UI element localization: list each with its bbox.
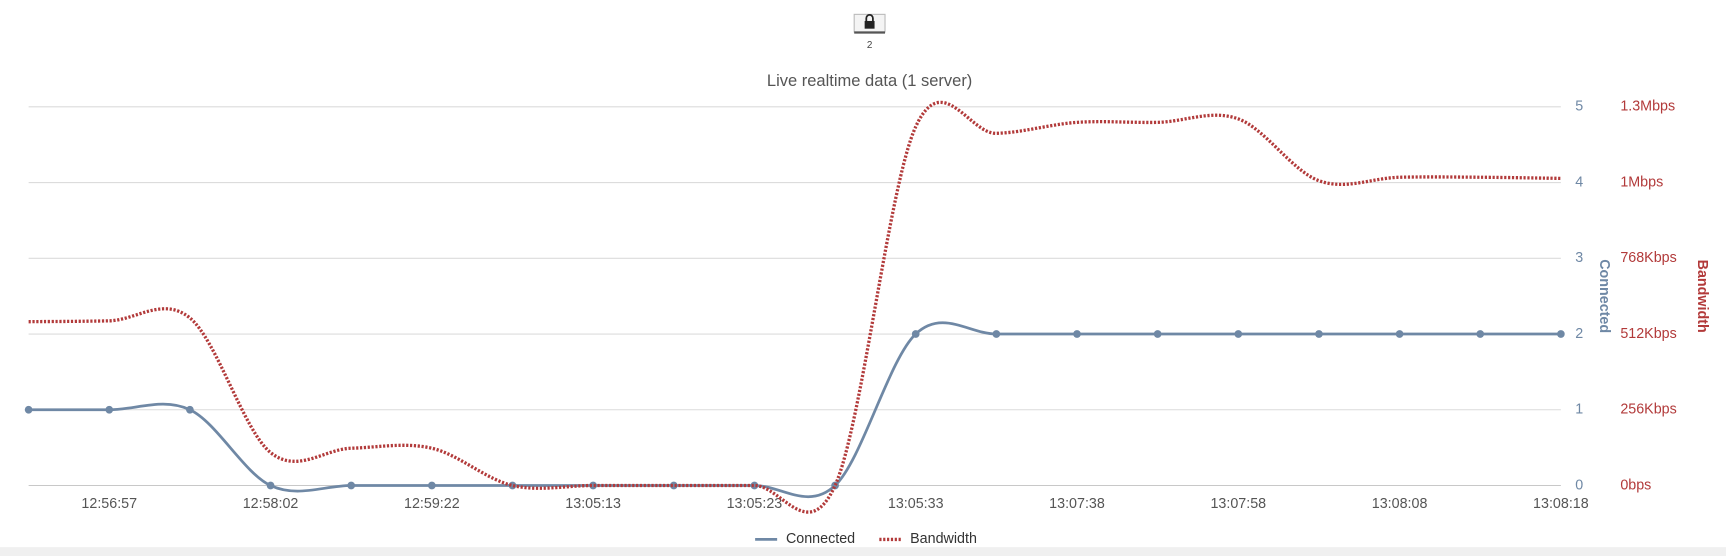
- lock-badge: 2: [867, 40, 873, 51]
- point-marker: [186, 405, 194, 414]
- point-marker: [1315, 330, 1323, 338]
- y2-axis-title: Bandwidth: [1694, 260, 1710, 333]
- x-tick-label: 13:08:18: [1533, 496, 1589, 512]
- point-marker: [1476, 330, 1485, 338]
- x-tick-label: 12:56:57: [81, 496, 137, 512]
- point-marker: [1395, 330, 1404, 338]
- x-tick-label: 13:08:08: [1372, 496, 1428, 512]
- point-marker: [911, 330, 920, 338]
- y-tick-label: 5: [1575, 99, 1583, 115]
- x-tick-label: 13:07:58: [1210, 496, 1266, 512]
- y2-tick-label: 0bps: [1620, 477, 1651, 493]
- x-tick-label: 12:58:02: [243, 496, 299, 512]
- point-marker: [589, 481, 597, 490]
- point-marker: [105, 405, 114, 414]
- x-tick-label: 13:07:38: [1049, 496, 1105, 512]
- lock-shackle: [865, 14, 874, 21]
- point-marker: [347, 481, 356, 490]
- lock-button[interactable]: [853, 13, 886, 34]
- point-marker: [1073, 330, 1081, 338]
- y2-tick-label: 768Kbps: [1620, 250, 1676, 266]
- legend-label: Bandwidth: [910, 531, 977, 547]
- y2-tick-label: 256Kbps: [1620, 402, 1676, 418]
- point-marker: [1234, 330, 1243, 338]
- y-axis-title: Connected: [1596, 259, 1612, 333]
- point-marker: [427, 481, 436, 490]
- point-marker: [750, 481, 759, 490]
- point-marker: [992, 330, 1001, 338]
- y2-tick-label: 512Kbps: [1620, 326, 1676, 342]
- chart-title: Live realtime data (1 server): [767, 72, 972, 90]
- x-tick-label: 13:05:23: [727, 496, 783, 512]
- y-tick-label: 4: [1575, 174, 1583, 190]
- y-tick-label: 3: [1575, 250, 1583, 266]
- series-line: [28, 100, 1561, 514]
- point-marker: [1557, 330, 1565, 338]
- point-marker: [24, 405, 33, 414]
- x-tick-label: 12:59:22: [404, 496, 460, 512]
- y-tick-label: 2: [1575, 326, 1583, 342]
- y-tick-label: 1: [1575, 402, 1583, 418]
- y-tick-label: 0: [1575, 477, 1583, 493]
- point-marker: [266, 481, 275, 490]
- lock-body: [864, 20, 875, 29]
- point-marker: [1153, 330, 1162, 338]
- legend-label: Connected: [786, 531, 855, 547]
- x-tick-label: 13:05:13: [565, 496, 621, 512]
- y2-tick-label: 1Mbps: [1620, 174, 1663, 190]
- y2-tick-label: 1.3Mbps: [1620, 99, 1675, 115]
- point-marker: [669, 481, 678, 490]
- x-tick-label: 13:05:33: [888, 496, 944, 512]
- bottom-strip: [0, 547, 1726, 556]
